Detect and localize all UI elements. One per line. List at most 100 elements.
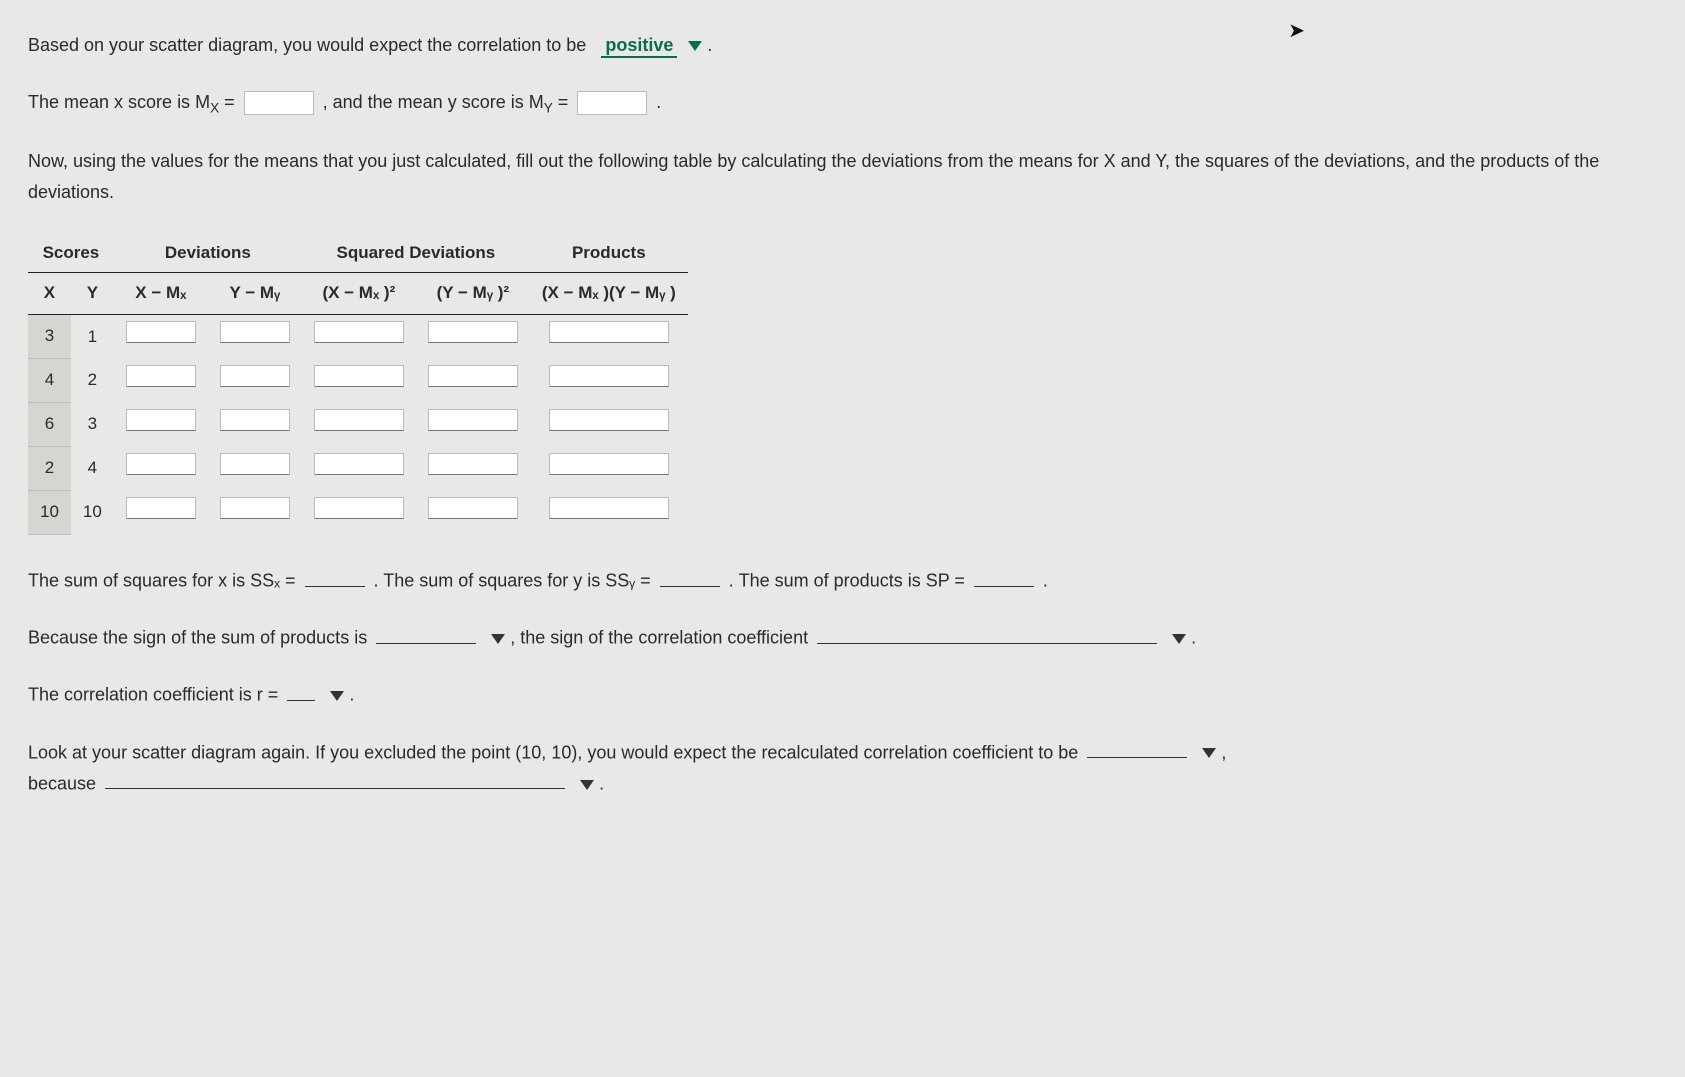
table-cell — [416, 447, 530, 491]
cell-ydev-input[interactable] — [220, 453, 290, 475]
table-row: 24 — [28, 447, 688, 491]
cell-product-input[interactable] — [549, 409, 669, 431]
chevron-down-icon[interactable] — [688, 41, 702, 51]
cell-x: 2 — [28, 447, 71, 491]
q1-prefix: Based on your scatter diagram, you would… — [28, 35, 586, 55]
cell-x: 10 — [28, 491, 71, 535]
table-row: 1010 — [28, 491, 688, 535]
cell-xdev-input[interactable] — [126, 365, 196, 387]
means-eq2: = — [553, 92, 574, 112]
cell-x: 6 — [28, 403, 71, 447]
cell-xdev2-input[interactable] — [314, 365, 404, 387]
cell-product-input[interactable] — [549, 453, 669, 475]
cell-product-input[interactable] — [549, 365, 669, 387]
chevron-down-icon[interactable] — [580, 780, 594, 790]
cell-ydev-input[interactable] — [220, 321, 290, 343]
th-xdev2: (X − Mₓ )² — [302, 273, 416, 315]
cell-y: 2 — [71, 359, 114, 403]
chevron-down-icon[interactable] — [1172, 634, 1186, 644]
sub-y: Y — [544, 100, 553, 115]
table-row: 63 — [28, 403, 688, 447]
recalc-r-dropdown[interactable] — [1087, 737, 1187, 759]
ssy-input[interactable] — [660, 565, 720, 587]
means-eq: = — [219, 92, 240, 112]
table-cell — [530, 491, 688, 535]
cell-xdev-input[interactable] — [126, 453, 196, 475]
cell-y: 3 — [71, 403, 114, 447]
cell-xdev2-input[interactable] — [314, 321, 404, 343]
means-text-b: , and the mean y score is M — [323, 92, 544, 112]
th-prod: (X − Mₓ )(Y − Mᵧ ) — [530, 273, 688, 315]
chevron-down-icon[interactable] — [491, 634, 505, 644]
th-group-squared: Squared Deviations — [302, 233, 530, 272]
last-a: Look at your scatter diagram again. If y… — [28, 742, 1083, 762]
table-cell — [302, 447, 416, 491]
cell-ydev2-input[interactable] — [428, 409, 518, 431]
th-ydev2: (Y − Mᵧ )² — [416, 273, 530, 315]
chevron-down-icon[interactable] — [330, 691, 344, 701]
table-cell — [114, 315, 208, 359]
sign-sentence: Because the sign of the sum of products … — [28, 622, 1657, 653]
sp-input[interactable] — [974, 565, 1034, 587]
cell-x: 4 — [28, 359, 71, 403]
r-a: The correlation coefficient is r = — [28, 685, 283, 705]
cell-xdev-input[interactable] — [126, 409, 196, 431]
ssx-label: The sum of squares for x is SSₓ = — [28, 571, 301, 591]
because-dropdown[interactable] — [105, 768, 565, 790]
cell-xdev-input[interactable] — [126, 497, 196, 519]
th-group-scores: Scores — [28, 233, 114, 272]
table-cell — [114, 359, 208, 403]
table-cell — [302, 315, 416, 359]
cell-y: 10 — [71, 491, 114, 535]
chevron-down-icon[interactable] — [1202, 748, 1216, 758]
cell-xdev2-input[interactable] — [314, 497, 404, 519]
table-cell — [530, 403, 688, 447]
last-b: because — [28, 773, 101, 793]
sp-label: . The sum of products is SP = — [729, 571, 970, 591]
table-cell — [208, 491, 302, 535]
sign-of-r-dropdown[interactable] — [817, 622, 1157, 644]
table-cell — [208, 403, 302, 447]
cell-ydev-input[interactable] — [220, 497, 290, 519]
cell-ydev2-input[interactable] — [428, 453, 518, 475]
instruction-text: Now, using the values for the means that… — [28, 146, 1657, 207]
cell-y: 4 — [71, 447, 114, 491]
last-suffix2: . — [599, 773, 604, 793]
cell-ydev2-input[interactable] — [428, 365, 518, 387]
r-value-dropdown[interactable] — [287, 679, 315, 701]
cell-ydev2-input[interactable] — [428, 321, 518, 343]
mean-y-input[interactable] — [577, 91, 647, 115]
cell-xdev-input[interactable] — [126, 321, 196, 343]
r-suffix: . — [349, 685, 354, 705]
means-suffix: . — [656, 92, 661, 112]
correlation-dropdown[interactable]: positive — [601, 35, 707, 55]
cursor-icon: ➤ — [1288, 14, 1305, 48]
means-sentence: The mean x score is MX = , and the mean … — [28, 87, 1657, 121]
table-cell — [208, 447, 302, 491]
cell-xdev2-input[interactable] — [314, 409, 404, 431]
cell-product-input[interactable] — [549, 497, 669, 519]
table-cell — [416, 359, 530, 403]
sign-of-sp-dropdown[interactable] — [376, 622, 476, 644]
exclude-point-sentence: Look at your scatter diagram again. If y… — [28, 737, 1657, 799]
table-row: 42 — [28, 359, 688, 403]
cell-ydev-input[interactable] — [220, 365, 290, 387]
table-cell — [114, 447, 208, 491]
cell-product-input[interactable] — [549, 321, 669, 343]
ssx-input[interactable] — [305, 565, 365, 587]
correlation-dropdown-value: positive — [601, 35, 677, 58]
mean-x-input[interactable] — [244, 91, 314, 115]
cell-xdev2-input[interactable] — [314, 453, 404, 475]
ssy-label: . The sum of squares for y is SSᵧ = — [374, 571, 656, 591]
cell-ydev2-input[interactable] — [428, 497, 518, 519]
th-group-deviations: Deviations — [114, 233, 302, 272]
table-cell — [114, 403, 208, 447]
table-cell — [208, 359, 302, 403]
table-cell — [416, 315, 530, 359]
r-sentence: The correlation coefficient is r = . — [28, 679, 1657, 710]
sums-suffix: . — [1043, 571, 1048, 591]
cell-y: 1 — [71, 315, 114, 359]
table-cell — [208, 315, 302, 359]
sign-a: Because the sign of the sum of products … — [28, 628, 372, 648]
cell-ydev-input[interactable] — [220, 409, 290, 431]
